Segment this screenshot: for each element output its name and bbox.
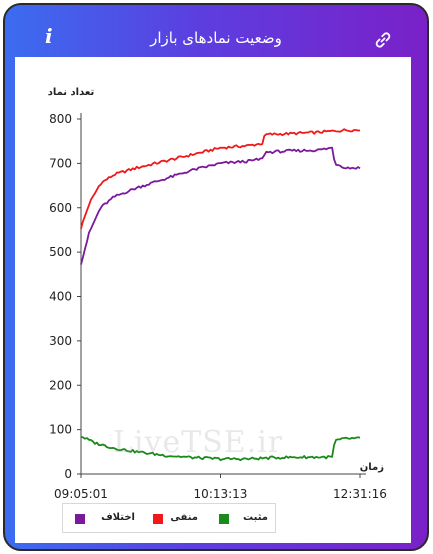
legend-label-positive: مثبت (243, 512, 268, 523)
legend-item-difference[interactable]: اختلاف (73, 512, 135, 526)
y-tick-label: 600 (49, 201, 72, 215)
series-line-negative (80, 128, 360, 229)
x-axis-title: زمان (360, 462, 384, 473)
y-tick-label: 300 (49, 334, 72, 348)
legend-item-positive[interactable]: مثبت (213, 512, 273, 526)
legend-label-negative: منفی (170, 512, 198, 523)
legend-swatch-negative (153, 514, 163, 524)
link-icon[interactable] (374, 31, 392, 49)
y-tick-label: 400 (49, 290, 72, 304)
y-tick-label: 100 (49, 423, 72, 437)
x-tick-label: 10:13:13 (194, 487, 248, 501)
legend-label-difference: اختلاف (101, 512, 135, 523)
info-icon[interactable]: i (45, 24, 53, 48)
watermark: LiveTSE.ir (113, 425, 284, 460)
y-tick-label: 800 (49, 112, 72, 126)
chart-legend: مثبت منفی اختلاف (62, 503, 276, 533)
legend-item-negative[interactable]: منفی (143, 512, 203, 526)
y-tick-label: 200 (49, 378, 72, 392)
widget-frame: i وضعیت نمادهای بازار 0 100 200 300 400 500 60… (3, 3, 429, 551)
series-line-difference (80, 146, 361, 265)
x-tick-label: 09:05:01 (54, 487, 108, 501)
y-tick-label: 700 (49, 156, 72, 170)
y-tick-label: 500 (49, 245, 72, 259)
legend-swatch-positive (219, 514, 229, 524)
line-chart: 0 100 200 300 400 500 600 700 800 09:05:01 10:13:1… (48, 87, 387, 501)
series-line-positive (80, 436, 361, 462)
legend-swatch-difference (75, 514, 85, 524)
chart-panel: 0 100 200 300 400 500 600 700 800 09:05:01 10:13:1… (15, 57, 411, 543)
y-tick-label: 0 (64, 467, 72, 481)
x-tick-label: 12:31:16 (333, 487, 387, 501)
widget-title: وضعیت نمادهای بازار (150, 29, 282, 47)
y-axis-title: تعداد نماد (48, 87, 95, 98)
widget-header: i وضعیت نمادهای بازار (5, 5, 427, 59)
